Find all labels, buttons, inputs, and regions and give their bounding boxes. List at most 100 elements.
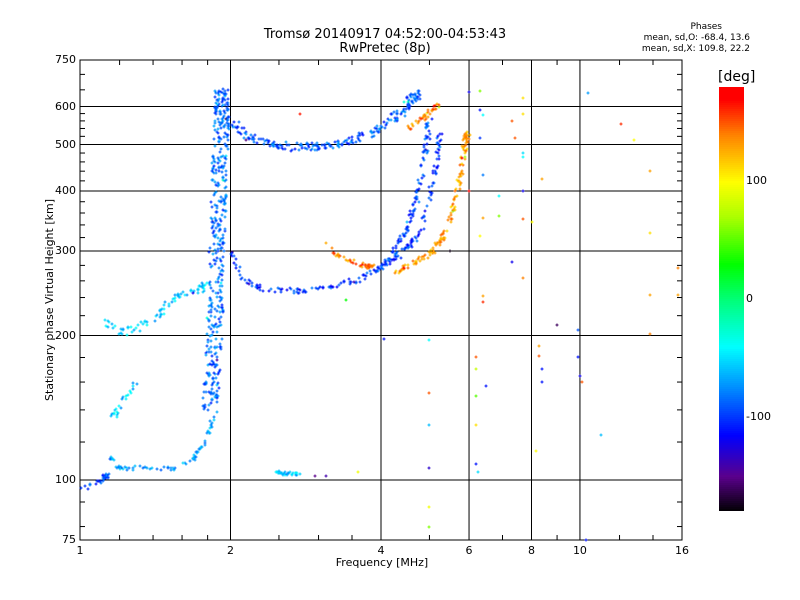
data-point-column-F (209, 327, 213, 331)
data-point-column-F (218, 368, 222, 372)
colorbar-segment (719, 401, 744, 403)
colorbar-segment (719, 89, 744, 91)
data-point-low-trace (114, 407, 118, 411)
colorbar-segment (719, 247, 744, 249)
data-point-column-F (209, 314, 213, 318)
data-point-F1-trace (170, 300, 174, 304)
data-point-column-F (219, 259, 223, 263)
data-point-F2-X (455, 194, 459, 198)
colorbar-segment (719, 179, 744, 181)
data-point-column-F (212, 221, 216, 225)
colorbar-segment (719, 129, 744, 131)
data-point-column-F (225, 135, 229, 139)
data-point-F2-X-left (337, 255, 341, 259)
data-point-F2-X (459, 171, 463, 175)
data-point-F2-X (452, 197, 456, 201)
colorbar-segment (719, 375, 744, 377)
plot-frame (79, 59, 683, 541)
data-point-F2-X-left (360, 265, 364, 269)
data-point-column-F (220, 100, 224, 104)
colorbar-segment (719, 237, 744, 239)
data-point-F2-O-upper (393, 252, 397, 256)
colorbar-segment (719, 95, 744, 97)
data-point-F2-O (369, 272, 373, 276)
data-point-low-E-O (88, 483, 92, 487)
data-point-column-F (214, 322, 218, 326)
data-point-2F-O (337, 145, 341, 149)
colorbar-segment (719, 363, 744, 365)
data-point-2F-O (305, 147, 309, 151)
colorbar-segment (719, 263, 744, 265)
data-point-F2-O-upper (413, 196, 417, 200)
data-point-2F-O (251, 137, 255, 141)
data-point-low-E-O (97, 479, 101, 483)
data-point-column-F (207, 325, 211, 329)
data-point-column-F (219, 219, 223, 223)
colorbar-segment (719, 485, 744, 487)
data-point-F2-O-upper (390, 250, 394, 254)
data-point-2F-O (252, 140, 256, 144)
data-point-F2-O-upper (422, 145, 426, 149)
data-point-E-O (141, 466, 145, 470)
data-point-2F-O (392, 110, 396, 114)
data-point-column-F (213, 346, 217, 350)
data-point-E-O (212, 415, 216, 419)
data-point-F2-O-upper (406, 228, 410, 232)
data-point-2F-O (370, 131, 374, 135)
colorbar-segment (719, 139, 744, 141)
data-point-2F-O (276, 146, 280, 150)
data-point-2F-O (350, 138, 354, 142)
data-point-E-O (181, 461, 185, 465)
data-point-F2-O-upper (415, 197, 419, 201)
data-point-column-F (210, 363, 214, 367)
data-point-2F-X (424, 117, 428, 121)
data-point-F1-trace (120, 332, 124, 336)
data-point-column-F (213, 216, 217, 220)
data-point-noise (676, 293, 680, 297)
colorbar-segment (719, 239, 744, 241)
data-point-column-F (224, 185, 228, 189)
data-point-low-E-O (79, 486, 83, 490)
data-point-F2-X (451, 202, 455, 206)
data-point-F2-O-upper (394, 246, 398, 250)
data-point-noise (648, 169, 652, 173)
data-point-column-F (217, 199, 221, 203)
data-point-column-F (218, 150, 222, 154)
data-point-column-F (226, 126, 230, 130)
data-point-F2-O (396, 254, 400, 258)
data-point-2F-O (400, 110, 404, 114)
data-point-2F-O (227, 122, 231, 126)
data-point-F2-O (331, 285, 335, 289)
data-point-F1-trace (153, 319, 157, 323)
data-point-column-F (223, 89, 227, 93)
data-point-2F-O (266, 141, 270, 145)
data-point-F2-X-left (372, 263, 376, 267)
colorbar-segment (719, 257, 744, 259)
data-point-column-F (203, 403, 207, 407)
data-point-2F-O (317, 146, 321, 150)
colorbar-segment (719, 199, 744, 201)
colorbar-segment (719, 181, 744, 183)
data-point-column-F (220, 273, 224, 277)
data-point-column-F (210, 323, 214, 327)
data-point-F2-O-upper (417, 181, 421, 185)
colorbar-segment (719, 299, 744, 301)
data-point-column-F (221, 233, 225, 237)
data-point-noise (448, 249, 452, 253)
data-point-F2-O (237, 269, 241, 273)
data-point-F2-O-upper (411, 212, 415, 216)
data-point-2F-X (417, 119, 421, 123)
data-point-2F-O (345, 138, 349, 142)
data-point-column-F (217, 266, 221, 270)
data-point-column-F (221, 166, 225, 170)
data-point-column-F (219, 112, 223, 116)
data-point-2F-O (384, 123, 388, 127)
data-point-F2-O (438, 145, 442, 149)
colorbar-segment (719, 455, 744, 457)
data-point-column-F (213, 89, 217, 93)
colorbar-segment (719, 113, 744, 115)
colorbar-segment (719, 209, 744, 211)
colorbar-segment (719, 191, 744, 193)
data-point-F2-O-upper (409, 219, 413, 223)
data-point-column-F (211, 360, 215, 364)
